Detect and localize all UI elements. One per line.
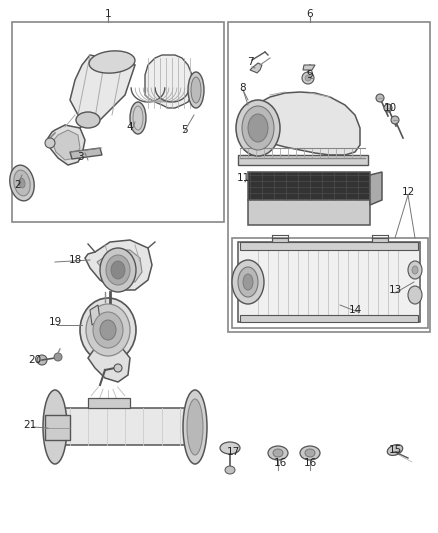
Polygon shape: [85, 240, 152, 290]
Circle shape: [305, 75, 311, 81]
Ellipse shape: [220, 442, 240, 454]
Ellipse shape: [242, 106, 274, 150]
Polygon shape: [240, 92, 360, 155]
Polygon shape: [145, 55, 192, 108]
Circle shape: [114, 364, 122, 372]
Polygon shape: [90, 305, 100, 325]
Ellipse shape: [80, 298, 136, 362]
Ellipse shape: [408, 286, 422, 304]
Bar: [12, 22, 224, 222]
Text: 21: 21: [23, 420, 37, 430]
Ellipse shape: [305, 449, 315, 457]
Polygon shape: [88, 342, 130, 382]
Polygon shape: [238, 155, 368, 165]
Ellipse shape: [243, 274, 253, 290]
Text: 2: 2: [15, 180, 21, 190]
Ellipse shape: [106, 255, 130, 285]
Bar: [232, 238, 428, 328]
Circle shape: [37, 355, 47, 365]
Text: 19: 19: [48, 317, 62, 327]
Text: 1: 1: [105, 9, 111, 19]
Ellipse shape: [89, 51, 135, 73]
Text: 4: 4: [127, 122, 133, 132]
Ellipse shape: [86, 304, 130, 356]
Polygon shape: [88, 398, 130, 408]
Polygon shape: [45, 415, 70, 440]
Polygon shape: [238, 242, 420, 322]
Circle shape: [376, 94, 384, 102]
Ellipse shape: [188, 72, 204, 108]
Polygon shape: [248, 200, 370, 225]
Ellipse shape: [236, 100, 280, 156]
Polygon shape: [303, 65, 315, 70]
Circle shape: [391, 116, 399, 124]
Text: 16: 16: [273, 458, 286, 468]
Polygon shape: [97, 250, 142, 282]
Ellipse shape: [10, 165, 34, 201]
Text: 15: 15: [389, 445, 402, 455]
Ellipse shape: [187, 399, 203, 455]
Polygon shape: [48, 125, 85, 165]
Text: 5: 5: [182, 125, 188, 135]
Text: 11: 11: [237, 173, 250, 183]
Ellipse shape: [273, 449, 283, 457]
Polygon shape: [250, 63, 262, 73]
Polygon shape: [248, 172, 370, 200]
Text: 10: 10: [383, 103, 396, 113]
Text: 3: 3: [77, 152, 83, 162]
Ellipse shape: [100, 320, 116, 340]
Ellipse shape: [111, 261, 125, 279]
Ellipse shape: [76, 112, 100, 128]
Polygon shape: [370, 172, 382, 205]
Text: 18: 18: [68, 255, 81, 265]
Ellipse shape: [387, 445, 403, 455]
Text: 7: 7: [247, 57, 253, 67]
Text: 17: 17: [226, 447, 240, 457]
Ellipse shape: [248, 114, 268, 142]
Ellipse shape: [408, 261, 422, 279]
Circle shape: [302, 72, 314, 84]
Ellipse shape: [14, 170, 30, 196]
Bar: [228, 22, 430, 332]
Ellipse shape: [100, 248, 136, 292]
Text: 20: 20: [28, 355, 42, 365]
Text: 6: 6: [307, 9, 313, 19]
Ellipse shape: [133, 106, 143, 130]
Ellipse shape: [238, 267, 258, 297]
Polygon shape: [52, 130, 80, 160]
Circle shape: [45, 138, 55, 148]
Ellipse shape: [43, 390, 67, 464]
Text: 9: 9: [307, 70, 313, 80]
Ellipse shape: [93, 312, 123, 348]
Ellipse shape: [19, 178, 25, 188]
Ellipse shape: [191, 77, 201, 103]
Ellipse shape: [183, 390, 207, 464]
Text: 12: 12: [401, 187, 415, 197]
Ellipse shape: [130, 102, 146, 134]
Ellipse shape: [412, 266, 418, 274]
Ellipse shape: [232, 260, 264, 304]
Polygon shape: [55, 408, 195, 445]
Polygon shape: [240, 242, 418, 250]
Polygon shape: [70, 148, 102, 159]
Ellipse shape: [225, 466, 235, 474]
Ellipse shape: [268, 446, 288, 460]
Polygon shape: [240, 315, 418, 322]
Circle shape: [54, 353, 62, 361]
Text: 8: 8: [240, 83, 246, 93]
Polygon shape: [272, 238, 288, 242]
Circle shape: [384, 104, 392, 112]
Text: 16: 16: [304, 458, 317, 468]
Polygon shape: [372, 238, 388, 242]
Text: 13: 13: [389, 285, 402, 295]
Polygon shape: [70, 55, 135, 120]
Text: 14: 14: [348, 305, 362, 315]
Ellipse shape: [300, 446, 320, 460]
